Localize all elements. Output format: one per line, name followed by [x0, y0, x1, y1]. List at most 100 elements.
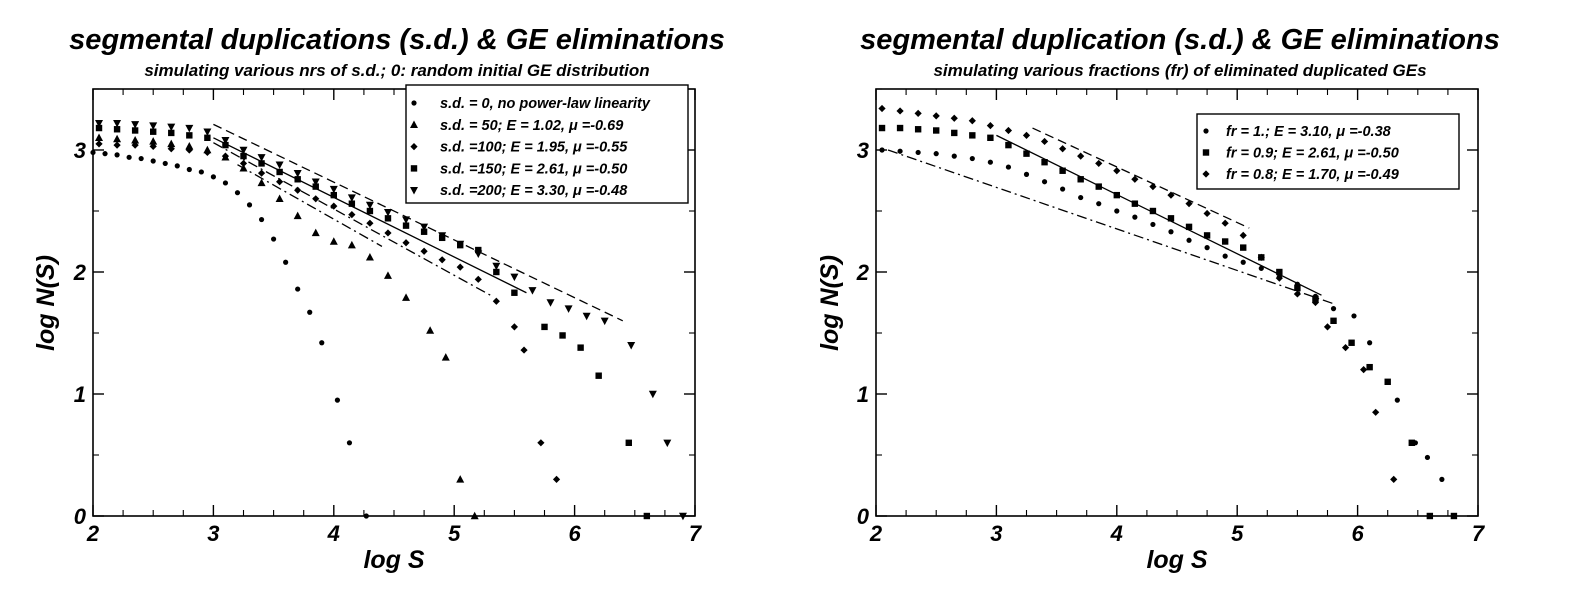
data-point — [1185, 200, 1193, 208]
data-point — [968, 117, 976, 125]
fit-line — [213, 137, 527, 294]
data-point — [933, 127, 940, 134]
data-point — [312, 183, 319, 190]
data-point — [90, 149, 96, 156]
legend-label: fr = 0.8; E = 1.70, μ =-0.49 — [1226, 167, 1399, 183]
legend-marker — [1203, 128, 1209, 134]
y-tick-label: 0 — [857, 504, 870, 529]
left-axis-ticks: 2 3 4 5 6 7 0 1 2 3 — [73, 88, 703, 546]
right-legend-items: fr = 1.; E = 3.10, μ =-0.38 fr = 0.9; E =… — [1202, 124, 1399, 183]
data-point — [1258, 265, 1264, 271]
x-tick-label: 6 — [568, 521, 581, 546]
data-point — [186, 132, 193, 139]
data-point — [932, 112, 940, 120]
data-point — [1168, 229, 1174, 235]
data-point — [239, 164, 248, 172]
fit-line — [887, 149, 1334, 305]
legend-marker — [1202, 149, 1210, 156]
data-point — [131, 121, 140, 129]
data-point — [950, 114, 958, 122]
data-point — [564, 305, 573, 313]
data-point — [334, 397, 341, 403]
data-point — [1367, 340, 1373, 346]
data-point — [1132, 214, 1138, 220]
data-point — [402, 239, 410, 247]
y-tick-label: 1 — [857, 382, 869, 407]
data-point — [330, 202, 338, 210]
data-point — [258, 216, 265, 223]
data-point — [271, 236, 277, 242]
data-point — [600, 317, 609, 326]
data-point — [162, 160, 168, 167]
data-point — [1041, 159, 1048, 166]
data-point — [257, 154, 266, 162]
x-tick-label: 6 — [1351, 521, 1364, 546]
data-point — [383, 271, 392, 279]
data-point — [1390, 475, 1398, 483]
data-point — [678, 512, 687, 521]
data-point — [987, 159, 993, 165]
data-point — [1041, 179, 1048, 185]
data-point — [915, 149, 921, 156]
data-point — [186, 166, 192, 173]
legend-marker — [410, 187, 418, 195]
data-point — [168, 129, 175, 137]
data-point — [1059, 145, 1067, 153]
fit-line — [237, 164, 383, 247]
left-chart: segmental duplications (s.d.) & GE elimi… — [32, 24, 725, 574]
data-point — [1078, 194, 1084, 201]
data-point — [257, 178, 266, 187]
data-point — [149, 122, 158, 130]
y-tick-label: 0 — [74, 504, 87, 529]
fit-line — [213, 142, 491, 296]
data-point — [1257, 253, 1265, 261]
data-point — [203, 128, 212, 136]
data-point — [1004, 126, 1013, 135]
data-point — [1221, 238, 1229, 245]
data-point — [1276, 268, 1283, 276]
data-point — [347, 194, 356, 202]
data-point — [595, 372, 602, 379]
data-point — [438, 256, 446, 264]
data-point — [663, 439, 672, 448]
data-point — [95, 119, 104, 128]
y-tick-label: 2 — [856, 260, 870, 285]
data-point — [131, 127, 139, 134]
data-point — [474, 250, 483, 258]
data-point — [365, 201, 374, 210]
right-chart: segmental duplication (s.d.) & GE elimin… — [816, 24, 1500, 574]
data-point — [185, 142, 194, 150]
data-point — [1275, 274, 1283, 282]
data-point — [1203, 232, 1211, 239]
legend-marker — [411, 100, 417, 106]
right-y-axis-label: log N(S) — [816, 255, 844, 351]
data-point — [1351, 313, 1357, 319]
data-point — [1323, 323, 1332, 331]
data-point — [276, 178, 284, 186]
data-point — [1023, 150, 1030, 157]
data-point — [239, 146, 248, 155]
data-point — [329, 237, 338, 245]
legend-marker — [410, 143, 418, 151]
data-point — [293, 211, 302, 220]
data-point — [1222, 253, 1228, 259]
data-point — [234, 190, 241, 196]
right-fit-lines — [887, 127, 1334, 305]
data-point — [441, 353, 450, 361]
data-point — [879, 147, 885, 153]
data-point — [511, 289, 518, 296]
data-point — [475, 246, 482, 254]
data-point — [95, 140, 103, 148]
legend-label: s.d. =150; E = 2.61, μ =-0.50 — [440, 161, 627, 177]
data-point — [1040, 137, 1049, 146]
data-point — [348, 211, 356, 219]
x-tick-label: 7 — [689, 521, 703, 546]
data-point — [210, 174, 216, 180]
right-chart-subtitle: simulating various fractions (fr) of eli… — [933, 61, 1426, 80]
data-point — [329, 185, 338, 194]
data-point — [582, 312, 591, 321]
data-point — [113, 126, 121, 133]
data-point — [276, 168, 283, 176]
x-tick-label: 5 — [1231, 521, 1244, 546]
data-point — [456, 240, 465, 249]
